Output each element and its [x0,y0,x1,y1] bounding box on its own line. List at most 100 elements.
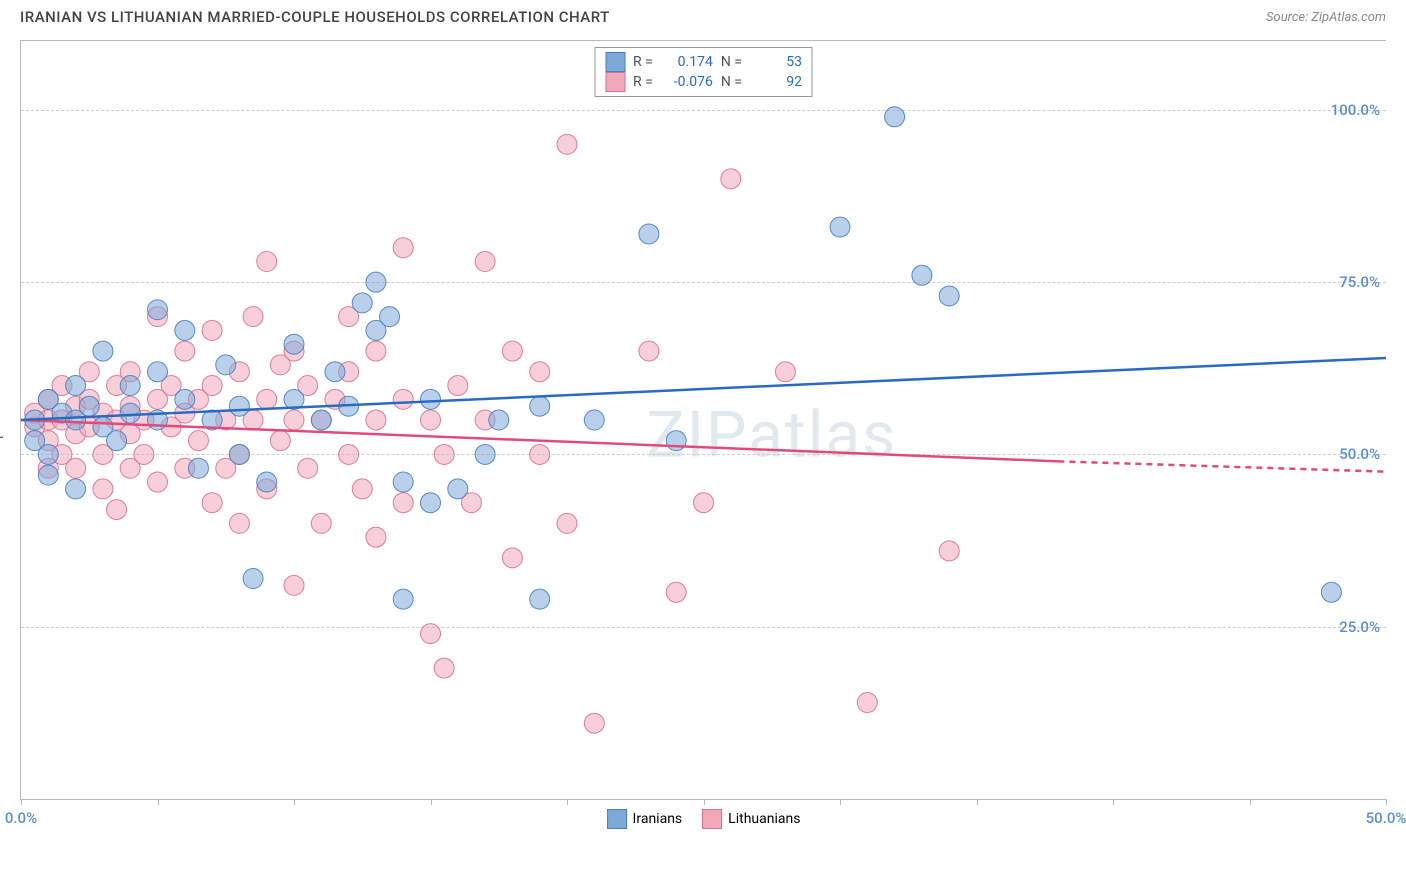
chart-container: Married-couple Households ZIPatlas 25.0%… [20,40,1386,800]
data-point [202,376,222,396]
data-point [393,493,413,513]
data-point [257,252,277,272]
x-tick [840,799,841,805]
data-point [311,513,331,533]
data-point [107,500,127,520]
data-point [502,548,522,568]
data-point [393,472,413,492]
x-tick-label: 0.0% [5,809,37,827]
x-tick [158,799,159,805]
data-point [229,513,249,533]
scatter-svg [21,41,1386,799]
data-point [557,513,577,533]
swatch-iranians-bottom [607,809,627,829]
regression-line [1058,461,1386,471]
x-tick [1250,799,1251,805]
x-tick [1386,799,1387,805]
data-point [393,238,413,258]
data-point [857,693,877,713]
data-point [352,479,372,499]
chart-header: IRANIAN VS LITHUANIAN MARRIED-COUPLE HOU… [0,0,1406,30]
data-point [530,444,550,464]
x-tick [977,799,978,805]
data-point [188,431,208,451]
data-point [120,403,140,423]
data-point [148,300,168,320]
data-point [530,396,550,416]
data-point [66,376,86,396]
x-tick [567,799,568,805]
data-point [366,272,386,292]
data-point [311,410,331,430]
data-point [202,493,222,513]
x-tick [431,799,432,805]
x-tick [1113,799,1114,805]
data-point [393,589,413,609]
data-point [38,444,58,464]
data-point [38,465,58,485]
data-point [489,410,509,430]
data-point [448,376,468,396]
data-point [243,568,263,588]
data-point [366,527,386,547]
series-legend: Iranians Lithuanians [607,809,801,829]
data-point [93,479,113,499]
data-point [666,431,686,451]
data-point [1321,582,1341,602]
swatch-lithuanians-bottom [702,809,722,829]
data-point [243,307,263,327]
data-point [66,458,86,478]
data-point [666,582,686,602]
data-point [557,134,577,154]
data-point [229,444,249,464]
data-point [475,252,495,272]
chart-source: Source: ZipAtlas.com [1266,10,1386,25]
data-point [175,389,195,409]
data-point [284,410,304,430]
x-tick-label: 50.0% [1366,809,1406,827]
data-point [188,458,208,478]
legend-item-iranians: Iranians [607,809,683,829]
data-point [366,341,386,361]
data-point [134,444,154,464]
data-point [421,624,441,644]
legend-label-lithuanians: Lithuanians [728,811,800,827]
data-point [939,286,959,306]
legend-label-iranians: Iranians [633,811,683,827]
data-point [107,431,127,451]
data-point [939,541,959,561]
data-point [66,479,86,499]
data-point [366,410,386,430]
data-point [448,479,468,499]
chart-plot-area: ZIPatlas 25.0%50.0%75.0%100.0% 0.0%50.0%… [20,40,1386,800]
data-point [175,341,195,361]
data-point [775,362,795,382]
data-point [339,444,359,464]
data-point [325,362,345,382]
y-axis-label: Married-couple Households [0,342,4,514]
data-point [584,410,604,430]
data-point [530,589,550,609]
data-point [284,334,304,354]
data-point [639,224,659,244]
data-point [257,389,277,409]
data-point [284,575,304,595]
data-point [175,320,195,340]
data-point [202,320,222,340]
data-point [421,410,441,430]
data-point [694,493,714,513]
legend-item-lithuanians: Lithuanians [702,809,800,829]
data-point [93,341,113,361]
data-point [475,444,495,464]
data-point [421,389,441,409]
data-point [257,472,277,492]
data-point [639,341,659,361]
x-tick [21,799,22,805]
x-tick [294,799,295,805]
x-tick [704,799,705,805]
data-point [584,713,604,733]
data-point [79,396,99,416]
data-point [830,217,850,237]
data-point [885,107,905,127]
chart-title: IRANIAN VS LITHUANIAN MARRIED-COUPLE HOU… [20,8,610,26]
